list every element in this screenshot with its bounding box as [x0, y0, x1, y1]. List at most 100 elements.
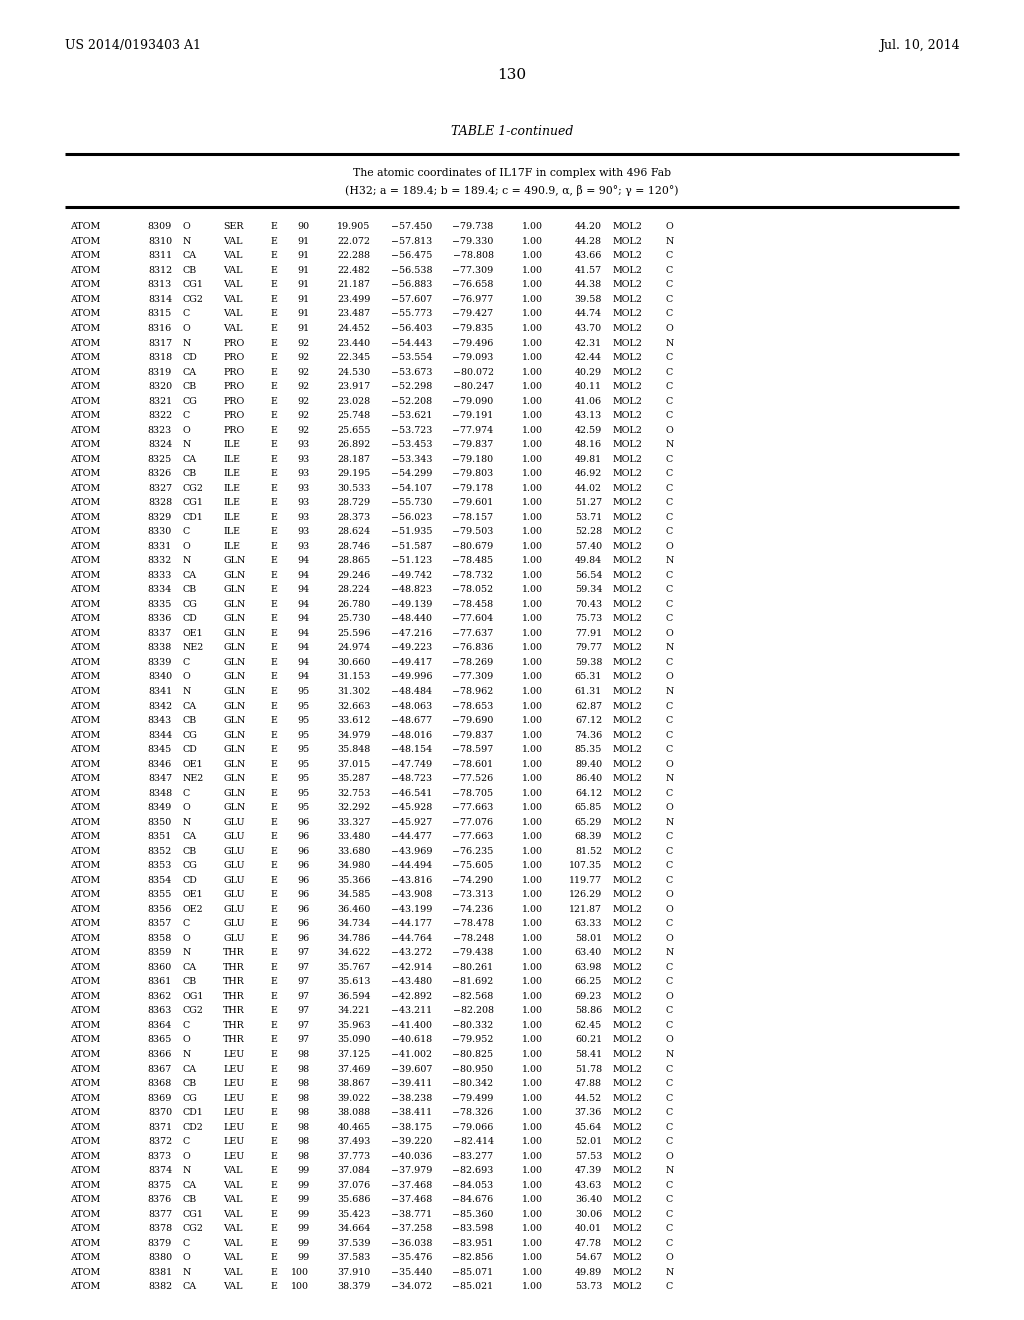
- Text: E: E: [270, 774, 278, 783]
- Text: C: C: [666, 599, 673, 609]
- Text: 8382: 8382: [147, 1282, 172, 1291]
- Text: C: C: [666, 570, 673, 579]
- Text: O: O: [666, 759, 674, 768]
- Text: 8325: 8325: [147, 454, 172, 463]
- Text: CG: CG: [182, 599, 198, 609]
- Text: CA: CA: [182, 454, 197, 463]
- Text: 35.423: 35.423: [337, 1209, 371, 1218]
- Text: CB: CB: [182, 715, 197, 725]
- Text: ATOM: ATOM: [70, 512, 100, 521]
- Text: VAL: VAL: [223, 1267, 243, 1276]
- Text: 1.00: 1.00: [521, 556, 543, 565]
- Text: C: C: [182, 919, 189, 928]
- Text: 96: 96: [297, 890, 309, 899]
- Text: MOL2: MOL2: [612, 774, 642, 783]
- Text: 98: 98: [297, 1122, 309, 1131]
- Text: C: C: [666, 962, 673, 972]
- Text: E: E: [270, 701, 278, 710]
- Text: −47.749: −47.749: [391, 759, 432, 768]
- Text: −48.677: −48.677: [391, 715, 432, 725]
- Text: THR: THR: [223, 948, 245, 957]
- Text: GLN: GLN: [223, 599, 246, 609]
- Text: 1.00: 1.00: [521, 1137, 543, 1146]
- Text: 52.01: 52.01: [575, 1137, 602, 1146]
- Text: −49.742: −49.742: [391, 570, 432, 579]
- Text: ATOM: ATOM: [70, 1020, 100, 1030]
- Text: 65.29: 65.29: [574, 817, 602, 826]
- Text: GLN: GLN: [223, 701, 246, 710]
- Text: 8324: 8324: [147, 440, 172, 449]
- Text: −49.417: −49.417: [391, 657, 432, 667]
- Text: 95: 95: [297, 803, 309, 812]
- Text: VAL: VAL: [223, 1282, 243, 1291]
- Text: E: E: [270, 265, 278, 275]
- Text: 24.974: 24.974: [338, 643, 371, 652]
- Text: ATOM: ATOM: [70, 890, 100, 899]
- Text: 46.92: 46.92: [574, 469, 602, 478]
- Text: MOL2: MOL2: [612, 1035, 642, 1044]
- Text: −77.309: −77.309: [453, 672, 494, 681]
- Text: −78.705: −78.705: [453, 788, 494, 797]
- Text: 1.00: 1.00: [521, 1253, 543, 1262]
- Text: −85.021: −85.021: [453, 1282, 494, 1291]
- Text: Jul. 10, 2014: Jul. 10, 2014: [879, 40, 959, 51]
- Text: 96: 96: [297, 817, 309, 826]
- Text: E: E: [270, 1049, 278, 1059]
- Text: MOL2: MOL2: [612, 861, 642, 870]
- Text: 100: 100: [291, 1267, 309, 1276]
- Text: 94: 94: [297, 614, 309, 623]
- Text: O: O: [666, 1035, 674, 1044]
- Text: −79.837: −79.837: [453, 440, 494, 449]
- Text: ATOM: ATOM: [70, 1122, 100, 1131]
- Text: 94: 94: [297, 585, 309, 594]
- Text: LEU: LEU: [223, 1049, 245, 1059]
- Text: −80.247: −80.247: [453, 381, 494, 391]
- Text: C: C: [666, 701, 673, 710]
- Text: CG: CG: [182, 730, 198, 739]
- Text: 8344: 8344: [147, 730, 172, 739]
- Text: O: O: [666, 628, 674, 638]
- Text: E: E: [270, 381, 278, 391]
- Text: 8342: 8342: [147, 701, 172, 710]
- Text: 97: 97: [297, 962, 309, 972]
- Text: −53.554: −53.554: [390, 352, 432, 362]
- Text: ATOM: ATOM: [70, 1253, 100, 1262]
- Text: E: E: [270, 280, 278, 289]
- Text: C: C: [666, 469, 673, 478]
- Text: N: N: [182, 338, 190, 347]
- Text: 8334: 8334: [147, 585, 172, 594]
- Text: E: E: [270, 861, 278, 870]
- Text: MOL2: MOL2: [612, 1137, 642, 1146]
- Text: 98: 98: [297, 1078, 309, 1088]
- Text: C: C: [666, 265, 673, 275]
- Text: ATOM: ATOM: [70, 469, 100, 478]
- Text: O: O: [182, 222, 190, 231]
- Text: 41.57: 41.57: [575, 265, 602, 275]
- Text: 22.072: 22.072: [338, 236, 371, 246]
- Text: VAL: VAL: [223, 323, 243, 333]
- Text: 94: 94: [297, 599, 309, 609]
- Text: 43.13: 43.13: [574, 411, 602, 420]
- Text: The atomic coordinates of IL17F in complex with 496 Fab: The atomic coordinates of IL17F in compl…: [353, 168, 671, 178]
- Text: 57.40: 57.40: [575, 541, 602, 550]
- Text: 24.452: 24.452: [338, 323, 371, 333]
- Text: ATOM: ATOM: [70, 1035, 100, 1044]
- Text: ATOM: ATOM: [70, 715, 100, 725]
- Text: 92: 92: [297, 381, 309, 391]
- Text: 1.00: 1.00: [521, 1064, 543, 1073]
- Text: 37.493: 37.493: [337, 1137, 371, 1146]
- Text: E: E: [270, 817, 278, 826]
- Text: ILE: ILE: [223, 454, 241, 463]
- Text: C: C: [666, 875, 673, 884]
- Text: GLN: GLN: [223, 803, 246, 812]
- Text: MOL2: MOL2: [612, 788, 642, 797]
- Text: ATOM: ATOM: [70, 933, 100, 942]
- Text: 53.73: 53.73: [574, 1282, 602, 1291]
- Text: 36.594: 36.594: [337, 991, 371, 1001]
- Text: −78.458: −78.458: [453, 599, 494, 609]
- Text: LEU: LEU: [223, 1078, 245, 1088]
- Text: 1.00: 1.00: [521, 948, 543, 957]
- Text: 94: 94: [297, 556, 309, 565]
- Text: 63.40: 63.40: [574, 948, 602, 957]
- Text: 97: 97: [297, 948, 309, 957]
